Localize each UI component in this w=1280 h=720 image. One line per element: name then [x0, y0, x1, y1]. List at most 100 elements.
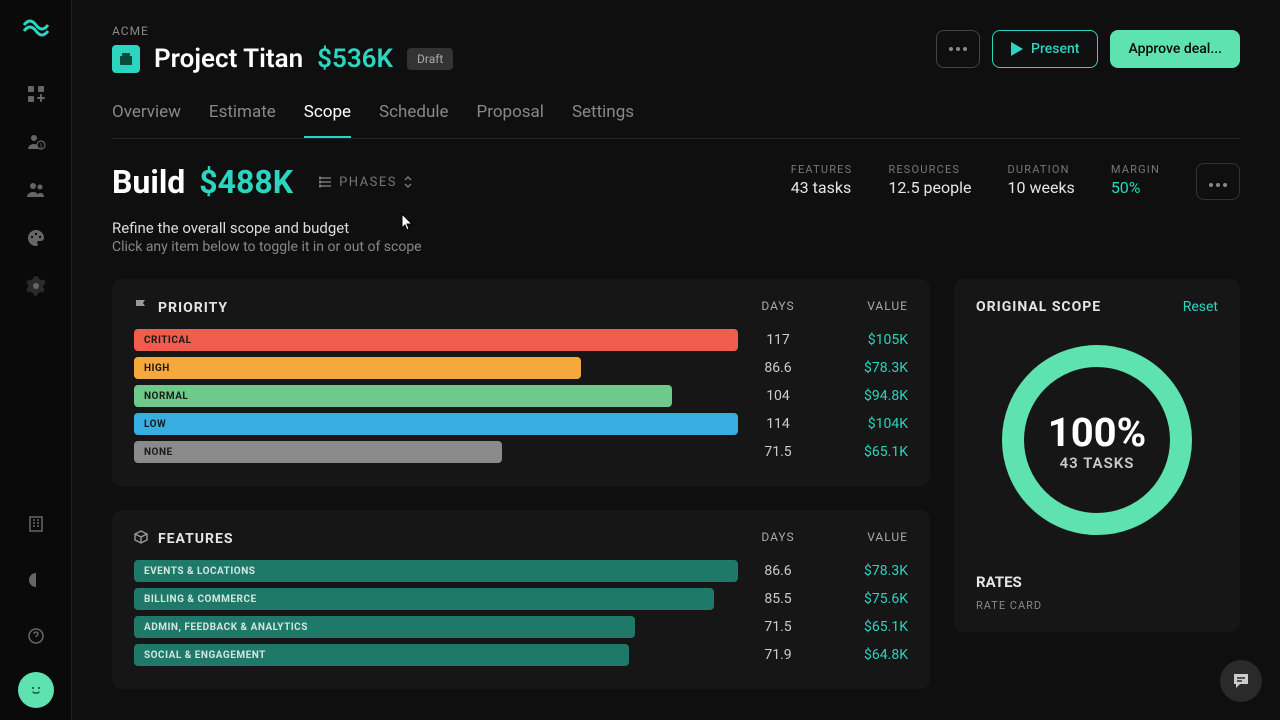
nav-theme-icon[interactable]: [16, 560, 56, 600]
bar-value: $104K: [818, 416, 908, 432]
stat: MARGIN 50%: [1111, 163, 1160, 197]
col-days-label: DAYS: [738, 299, 818, 316]
bar-fill: CRITICAL: [134, 329, 738, 351]
bar-value: $78.3K: [818, 360, 908, 376]
tab-estimate[interactable]: Estimate: [209, 102, 276, 138]
scope-desc-main: Refine the overall scope and budget: [112, 219, 1240, 237]
scope-title: Build: [112, 163, 185, 201]
priority-title: PRIORITY: [158, 300, 228, 316]
flag-icon: [134, 299, 148, 316]
bar-fill: EVENTS & LOCATIONS: [134, 560, 738, 582]
col-days-label: DAYS: [738, 530, 818, 547]
bar-fill: HIGH: [134, 357, 581, 379]
stat: RESOURCES 12.5 people: [888, 163, 971, 197]
bar-fill: BILLING & COMMERCE: [134, 588, 714, 610]
bar-fill: NORMAL: [134, 385, 672, 407]
scope-description: Refine the overall scope and budget Clic…: [112, 219, 1240, 255]
nav-deals-icon[interactable]: $: [16, 122, 56, 162]
sidebar: $: [0, 0, 72, 720]
bar-days: 86.6: [738, 360, 818, 376]
features-title: FEATURES: [158, 531, 234, 547]
nav-palette-icon[interactable]: [16, 218, 56, 258]
bar-value: $75.6K: [818, 591, 908, 607]
tabs: Overview Estimate Scope Schedule Proposal Set…: [112, 102, 1240, 139]
stat-value: 10 weeks: [1008, 178, 1075, 197]
bar-fill: SOCIAL & ENGAGEMENT: [134, 644, 629, 666]
stats: FEATURES 43 tasks RESOURCES 12.5 people DURA…: [791, 163, 1240, 200]
status-badge: Draft: [407, 48, 453, 70]
stat-label: RESOURCES: [888, 163, 971, 176]
scope-desc-sub: Click any item below to toggle it in or …: [112, 239, 1240, 255]
bar-fill: NONE: [134, 441, 502, 463]
tab-overview[interactable]: Overview: [112, 102, 181, 138]
stat-value: 43 tasks: [791, 178, 853, 197]
logo[interactable]: [22, 18, 50, 42]
bar-days: 117: [738, 332, 818, 348]
bar-value: $78.3K: [818, 563, 908, 579]
stat: FEATURES 43 tasks: [791, 163, 853, 197]
tab-settings[interactable]: Settings: [572, 102, 634, 138]
stat-label: FEATURES: [791, 163, 853, 176]
present-button[interactable]: Present: [992, 30, 1098, 68]
priority-panel: PRIORITY DAYS VALUE CRITICAL117$105KHIGH…: [112, 279, 930, 486]
avatar[interactable]: [18, 672, 54, 708]
stat-label: MARGIN: [1111, 163, 1160, 176]
original-scope-panel: ORIGINAL SCOPE Reset 100% 43 TASKS: [954, 279, 1240, 632]
bar-value: $94.8K: [818, 388, 908, 404]
scope-ring: 100% 43 TASKS: [976, 335, 1218, 545]
nav-help-icon[interactable]: [16, 616, 56, 656]
bar-days: 104: [738, 388, 818, 404]
main: ACME Project Titan $536K Draft Present A…: [72, 0, 1280, 720]
rates-title: RATES: [976, 573, 1218, 591]
col-value-label: VALUE: [818, 299, 908, 316]
bar-row[interactable]: HIGH 86.6$78.3K: [134, 354, 908, 382]
stat: DURATION 10 weeks: [1008, 163, 1075, 197]
bar-days: 86.6: [738, 563, 818, 579]
header-actions: Present Approve deal...: [936, 30, 1240, 68]
project-value: $536K: [317, 44, 393, 74]
bar-row[interactable]: EVENTS & LOCATIONS86.6$78.3K: [134, 557, 908, 585]
phases-label: PHASES: [339, 175, 397, 190]
bar-row[interactable]: ADMIN, FEEDBACK & ANALYTICS71.5$65.1K: [134, 613, 908, 641]
bar-fill: LOW: [134, 413, 738, 435]
chat-fab[interactable]: [1220, 660, 1262, 702]
nav-settings-icon[interactable]: [16, 266, 56, 306]
col-value-label: VALUE: [818, 530, 908, 547]
phases-button[interactable]: PHASES: [319, 175, 413, 190]
header: ACME Project Titan $536K Draft Present A…: [72, 0, 1280, 139]
approve-button[interactable]: Approve deal...: [1110, 30, 1240, 68]
bar-row[interactable]: LOW114$104K: [134, 410, 908, 438]
box-icon: [134, 530, 148, 547]
ring-percent: 100%: [1048, 409, 1146, 456]
tab-proposal[interactable]: Proposal: [477, 102, 544, 138]
nav-apps-icon[interactable]: [16, 74, 56, 114]
rates-card-label: RATE CARD: [976, 599, 1218, 612]
bar-days: 85.5: [738, 591, 818, 607]
nav-team-icon[interactable]: [16, 170, 56, 210]
bar-row[interactable]: BILLING & COMMERCE 85.5$75.6K: [134, 585, 908, 613]
bar-value: $105K: [818, 332, 908, 348]
features-panel: FEATURES DAYS VALUE EVENTS & LOCATIONS86…: [112, 510, 930, 689]
scope-more-button[interactable]: [1196, 163, 1240, 200]
bar-row[interactable]: NORMAL 104$94.8K: [134, 382, 908, 410]
reset-link[interactable]: Reset: [1183, 299, 1218, 315]
bar-value: $65.1K: [818, 444, 908, 460]
stat-value: 12.5 people: [888, 178, 971, 197]
bar-row[interactable]: SOCIAL & ENGAGEMENT71.9$64.8K: [134, 641, 908, 669]
nav-building-icon[interactable]: [16, 504, 56, 544]
present-label: Present: [1031, 41, 1079, 57]
original-scope-title: ORIGINAL SCOPE: [976, 299, 1101, 315]
stat-label: DURATION: [1008, 163, 1075, 176]
tab-schedule[interactable]: Schedule: [379, 102, 448, 138]
more-actions-button[interactable]: [936, 30, 980, 68]
tab-scope[interactable]: Scope: [304, 102, 351, 138]
bar-row[interactable]: CRITICAL117$105K: [134, 326, 908, 354]
content: Build $488K PHASES FEATURES43 tasksRESOU…: [72, 139, 1280, 720]
project-title: Project Titan: [154, 44, 303, 74]
bar-value: $65.1K: [818, 619, 908, 635]
bar-days: 71.5: [738, 444, 818, 460]
bar-fill: ADMIN, FEEDBACK & ANALYTICS: [134, 616, 635, 638]
bar-row[interactable]: NONE 71.5$65.1K: [134, 438, 908, 466]
stat-value: 50%: [1111, 178, 1160, 197]
approve-label: Approve deal...: [1128, 41, 1222, 57]
